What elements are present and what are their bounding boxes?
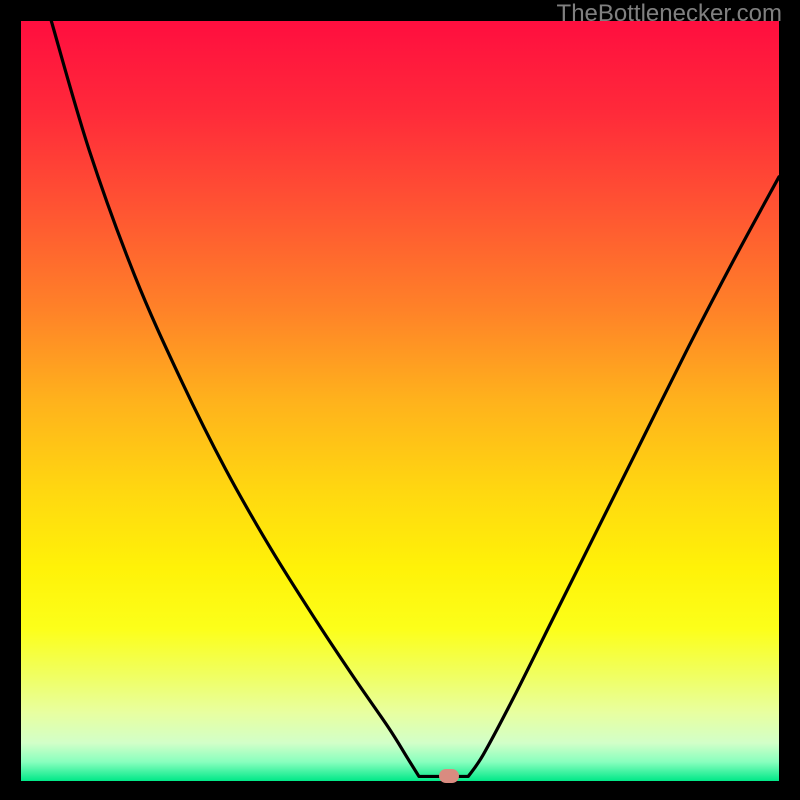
v-curve-path <box>51 21 779 776</box>
plot-area <box>21 21 779 781</box>
watermark-text: TheBottlenecker.com <box>557 0 782 28</box>
curve-layer <box>21 21 779 781</box>
optimal-point-marker <box>439 769 459 783</box>
bottleneck-chart: TheBottlenecker.com <box>0 0 800 800</box>
